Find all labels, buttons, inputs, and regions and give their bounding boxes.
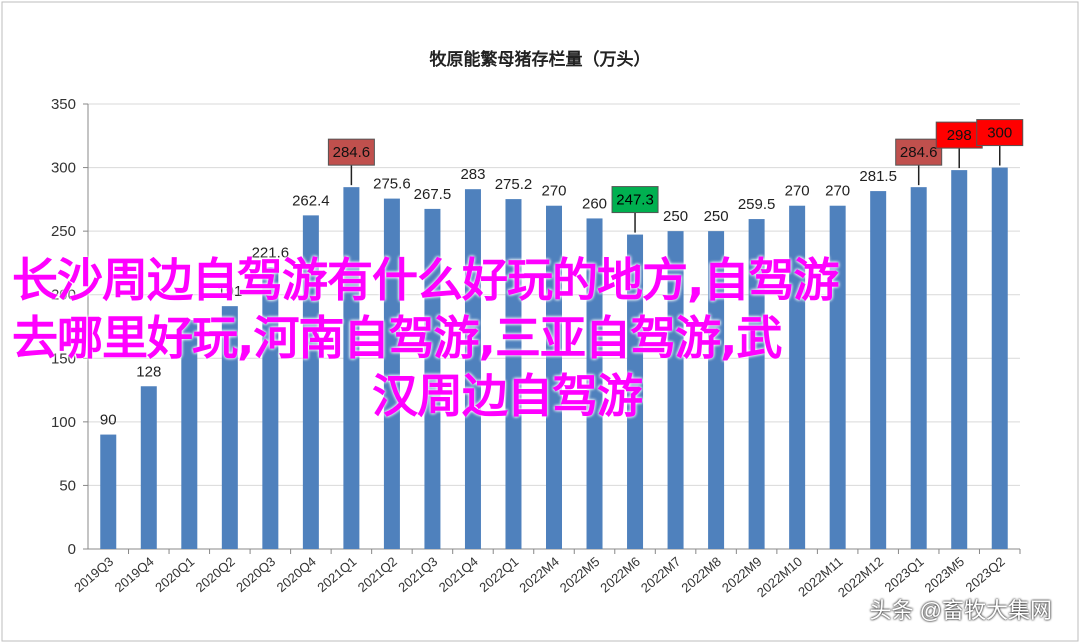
y-tick-label: 50 [59, 477, 76, 494]
data-label: 283 [460, 166, 485, 183]
callout-box [895, 138, 943, 166]
bar [383, 198, 400, 549]
data-label: 275.2 [495, 176, 533, 193]
y-tick-label: 200 [51, 287, 76, 304]
bar [667, 231, 684, 549]
data-label: 259.5 [738, 196, 776, 213]
bar [221, 306, 238, 549]
data-label: 300 [987, 125, 1012, 142]
data-label: 262.4 [292, 192, 330, 209]
y-tick-label: 100 [51, 414, 76, 431]
bar [505, 199, 522, 550]
overlay-headline-line-1: 长沙周边自驾游有什么好玩的地方,自驾游 [12, 253, 839, 307]
data-label: 247.3 [616, 192, 654, 209]
bar [302, 215, 319, 549]
y-tick-label: 300 [51, 160, 76, 177]
y-tick-label: 150 [51, 350, 76, 367]
data-label: 250 [663, 208, 688, 225]
y-axis-ticks: 0 50 100 150 200 250 300 350 [51, 96, 76, 558]
data-labels: 90128191221.6262.4284.6275.6267.5283275.… [100, 119, 1024, 429]
data-label: 90 [100, 412, 117, 429]
bar [951, 170, 968, 549]
bar [343, 187, 360, 549]
y-tick-label: 250 [51, 223, 76, 240]
bar [100, 434, 117, 549]
bar [424, 208, 441, 549]
callout-box [611, 186, 659, 214]
overlay-headline-line-2: 去哪里好玩,河南自驾游,三亚自驾游,武 [12, 311, 782, 365]
data-label: 275.6 [373, 176, 411, 193]
callout-box [976, 119, 1024, 147]
bar [181, 320, 198, 549]
callout-box [327, 138, 375, 166]
bar [586, 218, 603, 549]
data-label: 270 [541, 183, 566, 200]
data-label: 298 [947, 127, 972, 144]
bar [789, 205, 806, 549]
data-label: 284.6 [333, 144, 371, 161]
data-label: 128 [136, 363, 161, 380]
overlay-headline-line-3: 汉周边自驾游 [372, 369, 643, 423]
bar [829, 205, 846, 549]
bar [262, 267, 279, 549]
data-label: 284.6 [900, 144, 938, 161]
callout-box [935, 121, 983, 149]
chart-title: 牧原能繁母猪存栏量（万头） [430, 49, 651, 70]
bar [546, 205, 562, 549]
data-label: 281.5 [859, 168, 897, 185]
y-tick-label: 0 [68, 541, 76, 558]
bar [708, 231, 725, 549]
data-label: 270 [785, 183, 810, 200]
bars [100, 167, 1008, 550]
data-label: 267.5 [414, 186, 452, 203]
bar [627, 234, 644, 549]
bar [140, 386, 157, 549]
data-label: 270 [825, 183, 850, 200]
y-tick-label: 350 [51, 96, 76, 113]
bar [464, 189, 481, 549]
data-label: 250 [704, 208, 729, 225]
watermark: 头条 @畜牧大集网 [869, 598, 1052, 623]
bar [870, 191, 887, 550]
bar [910, 187, 927, 549]
data-label: 191 [217, 283, 242, 300]
data-label: 260 [582, 195, 607, 212]
bar [991, 167, 1008, 550]
bar [748, 219, 765, 550]
data-label: 221.6 [252, 244, 290, 261]
